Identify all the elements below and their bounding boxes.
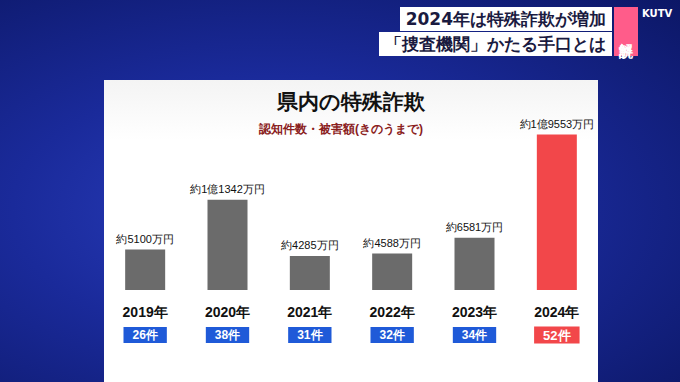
svg-text:約6581万円: 約6581万円 — [446, 221, 503, 233]
svg-text:2022年: 2022年 — [370, 304, 415, 320]
svg-text:38件: 38件 — [215, 328, 240, 342]
svg-text:32件: 32件 — [379, 328, 404, 342]
svg-text:26件: 26件 — [132, 328, 157, 342]
svg-text:県内の特殊詐欺: 県内の特殊詐欺 — [276, 90, 426, 113]
svg-text:34件: 34件 — [462, 328, 487, 342]
html-text:KUTV: KUTV — [642, 8, 673, 19]
svg-text:2020年: 2020年 — [205, 304, 250, 320]
svg-text:約4588万円: 約4588万円 — [363, 237, 420, 249]
svg-text:2021年: 2021年 — [287, 304, 332, 320]
svg-text:約1億1342万円: 約1億1342万円 — [190, 183, 265, 195]
html-text:2024年は特殊詐欺が増加: 2024年は特殊詐欺が増加 — [405, 9, 606, 29]
svg-text:31件: 31件 — [297, 328, 322, 342]
svg-text:2019年: 2019年 — [123, 304, 168, 320]
svg-text:2023年: 2023年 — [452, 304, 497, 320]
svg-text:約5100万円: 約5100万円 — [116, 233, 173, 245]
svg-text:52件: 52件 — [543, 328, 570, 343]
html-text:「捜査機関」かたる手口とは: 「捜査機関」かたる手口とは — [385, 34, 606, 54]
svg-text:約4285万円: 約4285万円 — [281, 239, 338, 251]
svg-text:認知件数・被害額(きのうまで): 認知件数・被害額(きのうまで) — [258, 122, 423, 136]
svg-text:2024年: 2024年 — [534, 304, 579, 320]
svg-text:約1億9553万円: 約1億9553万円 — [520, 118, 595, 130]
html-text:解説: 解説 — [618, 31, 634, 32]
